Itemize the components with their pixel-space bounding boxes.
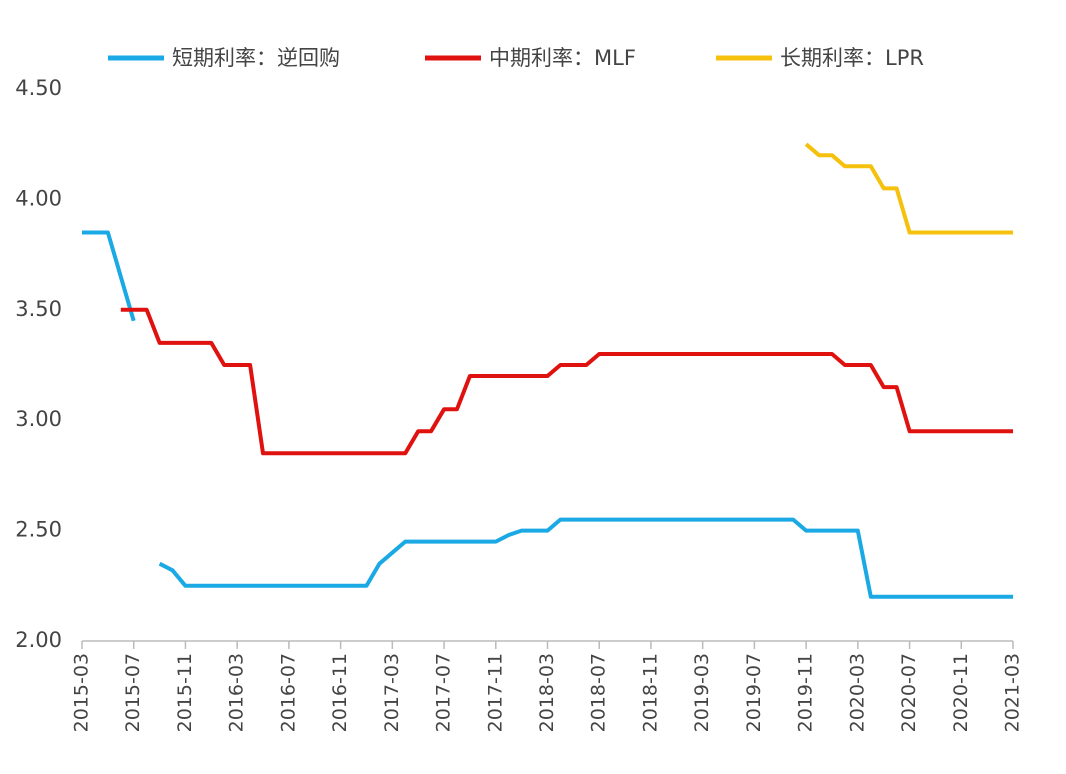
x-tick-label: 2019-11 bbox=[795, 653, 817, 732]
x-tick-label: 2016-03 bbox=[226, 653, 248, 732]
x-tick-label: 2018-03 bbox=[536, 653, 558, 732]
series-line bbox=[804, 142, 1013, 235]
x-tick-label: 2017-11 bbox=[484, 653, 506, 732]
x-tick-label: 2018-11 bbox=[639, 653, 661, 732]
x-tick-label: 2017-03 bbox=[381, 653, 403, 732]
y-tick-label: 2.00 bbox=[15, 628, 62, 652]
legend-label: 长期利率：LPR bbox=[780, 46, 924, 70]
series-line bbox=[120, 307, 1013, 456]
series-line bbox=[82, 230, 1013, 599]
x-tick-label: 2021-03 bbox=[1002, 653, 1024, 732]
legend-label: 中期利率：MLF bbox=[489, 46, 636, 70]
x-tick-label: 2018-07 bbox=[588, 653, 610, 732]
x-tick-label: 2019-07 bbox=[743, 653, 765, 732]
x-tick-label: 2015-11 bbox=[174, 653, 196, 732]
y-tick-label: 4.50 bbox=[15, 76, 62, 100]
legend-label: 短期利率：逆回购 bbox=[172, 46, 340, 70]
x-tick-label: 2020-03 bbox=[846, 653, 868, 732]
x-tick-label: 2020-11 bbox=[950, 653, 972, 732]
x-tick-label: 2015-03 bbox=[71, 653, 93, 732]
x-tick-label: 2016-07 bbox=[277, 653, 299, 732]
y-tick-label: 4.00 bbox=[15, 186, 62, 210]
x-tick-label: 2019-03 bbox=[691, 653, 713, 732]
x-tick-label: 2020-07 bbox=[898, 653, 920, 732]
x-tick-label: 2017-07 bbox=[433, 653, 455, 732]
x-tick-label: 2015-07 bbox=[122, 653, 144, 732]
y-tick-label: 3.00 bbox=[15, 407, 62, 431]
x-tick-label: 2016-11 bbox=[329, 653, 351, 732]
y-tick-label: 3.50 bbox=[15, 297, 62, 321]
y-tick-label: 2.50 bbox=[15, 518, 62, 542]
